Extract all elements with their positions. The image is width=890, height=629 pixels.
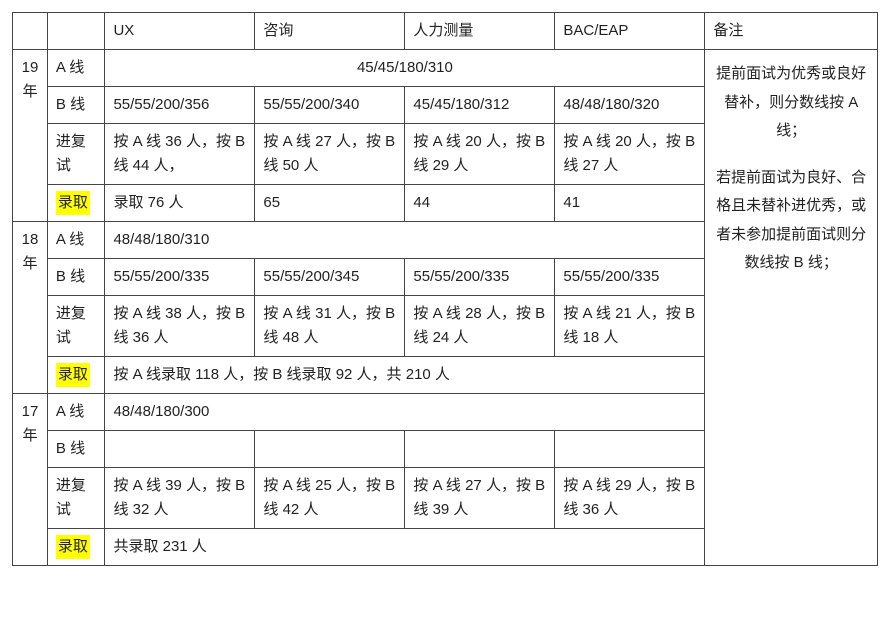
cell-19-b-zixun: 55/55/200/340 [255, 87, 405, 124]
cell-19-b-bac: 48/48/180/320 [555, 87, 705, 124]
cell-17-jfs-bac: 按 A 线 29 人，按 B 线 36 人 [555, 468, 705, 529]
cell-17-luqu-merged: 共录取 231 人 [105, 529, 705, 566]
luqu-highlight: 录取 [56, 191, 90, 215]
luqu-highlight: 录取 [56, 363, 90, 387]
rowlbl-17-luqu: 录取 [47, 529, 105, 566]
cell-18-b-bac: 55/55/200/335 [555, 259, 705, 296]
score-table: UX 咨询 人力测量 BAC/EAP 备注 19年 A 线 45/45/180/… [12, 12, 878, 566]
header-blank-rowlbl [47, 13, 105, 50]
rowlbl-19-a: A 线 [47, 50, 105, 87]
rowlbl-17-jfs: 进复试 [47, 468, 105, 529]
cell-18-jfs-bac: 按 A 线 21 人，按 B 线 18 人 [555, 296, 705, 357]
rowlbl-18-b: B 线 [47, 259, 105, 296]
cell-17-a-merged: 48/48/180/300 [105, 394, 705, 431]
cell-18-jfs-zixun: 按 A 线 31 人，按 B 线 48 人 [255, 296, 405, 357]
row-19-a: 19年 A 线 45/45/180/310 提前面试为优秀或良好替补，则分数线按… [13, 50, 878, 87]
cell-19-jfs-bac: 按 A 线 20 人，按 B 线 27 人 [555, 124, 705, 185]
cell-18-jfs-ux: 按 A 线 38 人，按 B 线 36 人 [105, 296, 255, 357]
cell-19-luqu-zixun: 65 [255, 185, 405, 222]
year-19: 19年 [13, 50, 48, 222]
cell-17-jfs-zixun: 按 A 线 25 人，按 B 线 42 人 [255, 468, 405, 529]
cell-17-jfs-renli: 按 A 线 27 人，按 B 线 39 人 [405, 468, 555, 529]
remark-cell: 提前面试为优秀或良好替补，则分数线按 A 线； 若提前面试为良好、合格且未替补进… [705, 50, 878, 566]
remark-p2: 若提前面试为良好、合格且未替补进优秀，或者未参加提前面试则分数线按 B 线； [713, 164, 869, 278]
cell-18-b-ux: 55/55/200/335 [105, 259, 255, 296]
cell-18-jfs-renli: 按 A 线 28 人，按 B 线 24 人 [405, 296, 555, 357]
cell-19-jfs-zixun: 按 A 线 27 人，按 B 线 50 人 [255, 124, 405, 185]
header-blank-year [13, 13, 48, 50]
cell-17-b-zixun [255, 431, 405, 468]
header-zixun: 咨询 [255, 13, 405, 50]
cell-19-b-renli: 45/45/180/312 [405, 87, 555, 124]
rowlbl-18-luqu: 录取 [47, 357, 105, 394]
rowlbl-17-b: B 线 [47, 431, 105, 468]
rowlbl-19-jfs: 进复试 [47, 124, 105, 185]
cell-19-luqu-renli: 44 [405, 185, 555, 222]
cell-19-b-ux: 55/55/200/356 [105, 87, 255, 124]
header-bac: BAC/EAP [555, 13, 705, 50]
header-remark: 备注 [705, 13, 878, 50]
cell-18-a-merged: 48/48/180/310 [105, 222, 705, 259]
cell-18-luqu-merged: 按 A 线录取 118 人，按 B 线录取 92 人，共 210 人 [105, 357, 705, 394]
rowlbl-19-luqu: 录取 [47, 185, 105, 222]
year-18: 18年 [13, 222, 48, 394]
cell-18-b-zixun: 55/55/200/345 [255, 259, 405, 296]
cell-19-luqu-bac: 41 [555, 185, 705, 222]
cell-19-jfs-renli: 按 A 线 20 人，按 B 线 29 人 [405, 124, 555, 185]
cell-17-b-bac [555, 431, 705, 468]
header-ux: UX [105, 13, 255, 50]
remark-p1: 提前面试为优秀或良好替补，则分数线按 A 线； [713, 60, 869, 146]
cell-19-luqu-ux: 录取 76 人 [105, 185, 255, 222]
cell-17-jfs-ux: 按 A 线 39 人，按 B 线 32 人 [105, 468, 255, 529]
cell-17-b-ux [105, 431, 255, 468]
rowlbl-18-a: A 线 [47, 222, 105, 259]
rowlbl-19-b: B 线 [47, 87, 105, 124]
cell-19-jfs-ux: 按 A 线 36 人，按 B 线 44 人， [105, 124, 255, 185]
rowlbl-17-a: A 线 [47, 394, 105, 431]
cell-17-b-renli [405, 431, 555, 468]
luqu-highlight: 录取 [56, 535, 90, 559]
cell-19-a-merged: 45/45/180/310 [105, 50, 705, 87]
table-header-row: UX 咨询 人力测量 BAC/EAP 备注 [13, 13, 878, 50]
year-17: 17年 [13, 394, 48, 566]
cell-18-b-renli: 55/55/200/335 [405, 259, 555, 296]
header-renli: 人力测量 [405, 13, 555, 50]
rowlbl-18-jfs: 进复试 [47, 296, 105, 357]
